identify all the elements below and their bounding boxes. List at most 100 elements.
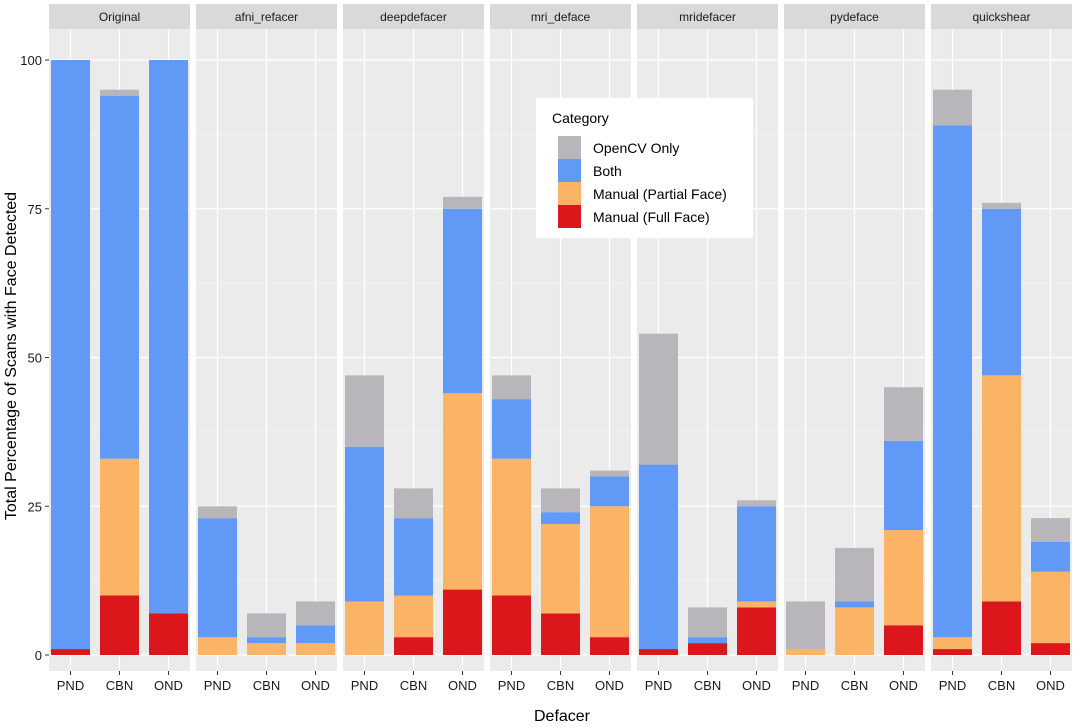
x-tick-label: OND	[154, 678, 183, 693]
bar-segment-manual-full-face	[394, 637, 433, 655]
legend-key-swatch	[558, 159, 581, 182]
bar-segment-manual-partial-face	[933, 637, 972, 650]
bar-segment-both	[296, 625, 335, 644]
bar-segment-manual-partial-face	[247, 643, 286, 655]
legend-key-swatch	[558, 182, 581, 205]
bar-segment-both	[1031, 541, 1070, 572]
bar-segment-manual-full-face	[1031, 643, 1070, 655]
bar-segment-manual-partial-face	[541, 524, 580, 614]
bar-segment-both	[835, 601, 874, 608]
bar-segment-opencv-only	[933, 89, 972, 126]
legend-key-swatch	[558, 205, 581, 228]
bar-segment-manual-partial-face	[198, 637, 237, 655]
bar-segment-both	[394, 518, 433, 596]
facet-strip-label: Original	[99, 10, 140, 24]
bar-segment-manual-full-face	[884, 625, 923, 655]
bar-segment-both	[149, 60, 188, 614]
x-axis-title: Defacer	[534, 708, 591, 725]
facet-strip	[343, 4, 484, 29]
legend-entry-label: Manual (Full Face)	[593, 209, 710, 225]
bar-segment-manual-full-face	[149, 613, 188, 655]
x-tick-label: OND	[742, 678, 771, 693]
bar-segment-both	[982, 208, 1021, 376]
x-tick-label: PND	[645, 678, 672, 693]
x-tick-label: CBN	[106, 678, 133, 693]
legend-entry-label: Both	[593, 163, 622, 179]
facet-panel: afni_refacer PND CBN OND	[196, 4, 337, 693]
x-tick-label: PND	[939, 678, 966, 693]
bar-segment-both	[443, 208, 482, 394]
bar-segment-manual-partial-face	[737, 601, 776, 608]
bar-segment-both	[737, 506, 776, 602]
bar-segment-manual-partial-face	[590, 506, 629, 638]
facet-strip	[196, 4, 337, 29]
bar-segment-both	[590, 476, 629, 507]
bar-segment-opencv-only	[688, 607, 727, 638]
bar-segment-manual-partial-face	[296, 643, 335, 655]
x-tick-label: CBN	[253, 678, 280, 693]
facet-panel: quickshear PND CBN OND	[931, 4, 1072, 693]
bar-segment-manual-partial-face	[100, 458, 139, 596]
x-tick-label: CBN	[694, 678, 721, 693]
x-tick-label: OND	[595, 678, 624, 693]
bar-segment-manual-full-face	[590, 637, 629, 655]
x-tick-label: CBN	[841, 678, 868, 693]
y-axis-title: Total Percentage of Scans with Face Dete…	[3, 192, 20, 520]
bar-segment-manual-full-face	[933, 649, 972, 655]
x-tick-label: CBN	[547, 678, 574, 693]
bar-segment-manual-full-face	[639, 649, 678, 655]
bar-segment-manual-partial-face	[394, 595, 433, 638]
bar-segment-both	[492, 399, 531, 459]
facet-panel: pydeface PND CBN OND	[784, 4, 925, 693]
bar-segment-manual-full-face	[443, 589, 482, 655]
x-tick-label: PND	[498, 678, 525, 693]
legend-entry-label: OpenCV Only	[593, 140, 679, 156]
bar-segment-manual-full-face	[541, 613, 580, 655]
bar-segment-opencv-only	[247, 613, 286, 638]
x-tick-label: PND	[792, 678, 819, 693]
facet-strip-label: pydeface	[830, 10, 879, 24]
x-tick-label: OND	[889, 678, 918, 693]
legend-title: Category	[552, 110, 609, 126]
x-tick-label: OND	[1036, 678, 1065, 693]
facet-strip-label: mridefacer	[679, 10, 736, 24]
x-tick-label: OND	[301, 678, 330, 693]
bar-segment-manual-full-face	[100, 595, 139, 655]
bar-segment-both	[345, 446, 384, 602]
x-tick-label: PND	[204, 678, 231, 693]
bar-segment-both	[639, 464, 678, 650]
bar-segment-opencv-only	[590, 470, 629, 477]
facet-strip	[637, 4, 778, 29]
bar-segment-opencv-only	[100, 89, 139, 96]
bar-segment-both	[198, 518, 237, 638]
bar-segment-both	[100, 95, 139, 459]
bar-segment-both	[51, 60, 90, 650]
bar-segment-manual-partial-face	[835, 607, 874, 655]
bar-segment-opencv-only	[835, 547, 874, 602]
bar-segment-opencv-only	[492, 375, 531, 400]
bar-segment-manual-partial-face	[884, 530, 923, 626]
legend-entry-label: Manual (Partial Face)	[593, 186, 727, 202]
bar-segment-manual-full-face	[982, 601, 1021, 655]
x-tick-label: CBN	[988, 678, 1015, 693]
y-tick-label: 0	[35, 648, 42, 663]
legend-key-swatch	[558, 136, 581, 159]
bar-segment-opencv-only	[737, 500, 776, 507]
bar-segment-opencv-only	[198, 506, 237, 519]
bar-segment-manual-full-face	[51, 649, 90, 655]
bar-segment-both	[688, 637, 727, 644]
facet-panel: deepdefacer PND CBN OND	[343, 4, 484, 693]
bar-segment-opencv-only	[982, 202, 1021, 209]
facet-strip-label: afni_refacer	[235, 10, 298, 24]
legend: Category OpenCV Only Both Manual (Partial F…	[536, 98, 753, 238]
bar-segment-manual-partial-face	[1031, 571, 1070, 644]
bar-segment-opencv-only	[541, 488, 580, 513]
bar-segment-manual-partial-face	[443, 393, 482, 590]
bar-segment-opencv-only	[1031, 518, 1070, 542]
bar-segment-manual-partial-face	[345, 601, 384, 655]
x-tick-label: CBN	[400, 678, 427, 693]
bar-segment-opencv-only	[786, 601, 825, 650]
x-tick-label: OND	[448, 678, 477, 693]
bar-segment-manual-full-face	[688, 643, 727, 655]
